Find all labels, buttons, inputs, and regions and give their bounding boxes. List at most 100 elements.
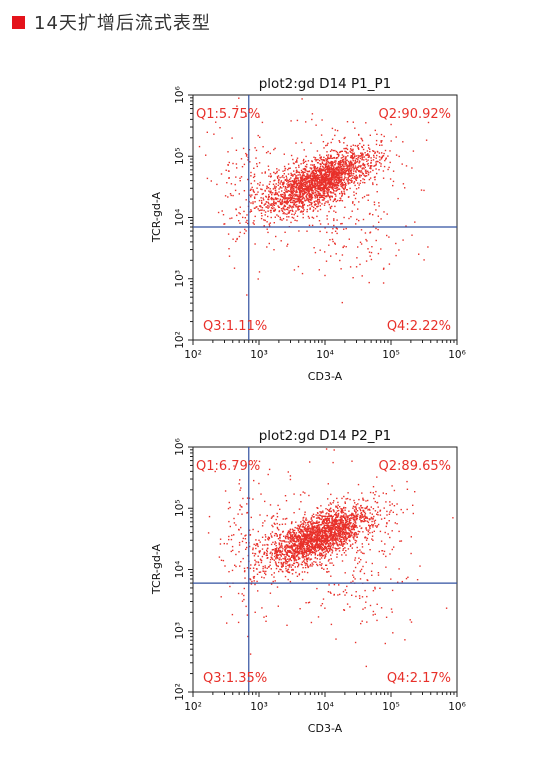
event-dot: [305, 161, 306, 162]
event-dot: [335, 179, 336, 180]
event-dot: [252, 201, 253, 202]
event-dot: [336, 190, 337, 191]
event-dot: [311, 532, 312, 533]
event-dot: [339, 544, 340, 545]
event-dot: [307, 527, 308, 528]
event-dot: [336, 512, 337, 513]
event-dot: [338, 548, 339, 549]
event-dot: [299, 206, 300, 207]
event-dot: [321, 540, 322, 541]
event-dot: [262, 544, 263, 545]
event-dot: [385, 567, 386, 568]
event-dot: [304, 178, 305, 179]
event-dot: [256, 163, 257, 164]
event-dot: [356, 257, 357, 258]
event-dot: [296, 159, 297, 160]
event-dot: [365, 122, 366, 123]
event-dot: [361, 172, 362, 173]
event-dot: [244, 535, 245, 536]
event-dot: [301, 538, 302, 539]
event-dot: [314, 550, 315, 551]
event-dot: [331, 523, 332, 524]
event-dot: [356, 509, 357, 510]
event-dot: [331, 161, 332, 162]
event-dot: [328, 504, 329, 505]
event-dot: [324, 203, 325, 204]
event-dot: [291, 522, 292, 523]
event-dot: [227, 196, 228, 197]
event-dot: [310, 164, 311, 165]
event-dot: [290, 529, 291, 530]
event-dot: [303, 160, 304, 161]
event-dot: [322, 189, 323, 190]
event-dot: [230, 526, 231, 527]
event-dot: [369, 519, 370, 520]
event-dot: [314, 526, 315, 527]
event-dot: [323, 197, 324, 198]
event-dot: [250, 172, 251, 173]
event-dot: [265, 574, 266, 575]
event-dot: [281, 210, 282, 211]
event-dot: [282, 182, 283, 183]
event-dot: [339, 524, 340, 525]
event-dot: [346, 228, 347, 229]
event-dot: [265, 220, 266, 221]
event-dot: [316, 525, 317, 526]
event-dot: [286, 181, 287, 182]
event-dot: [293, 170, 294, 171]
event-dot: [310, 200, 311, 201]
event-dot: [365, 167, 366, 168]
event-dot: [334, 184, 335, 185]
event-dot: [368, 522, 369, 523]
event-dot: [336, 535, 337, 536]
event-dot: [309, 225, 310, 226]
event-dot: [332, 128, 333, 129]
event-dot: [300, 524, 301, 525]
event-dot: [343, 527, 344, 528]
event-dot: [306, 183, 307, 184]
event-dot: [263, 210, 264, 211]
event-dot: [353, 122, 354, 123]
event-dot: [300, 199, 301, 200]
event-dot: [390, 510, 391, 511]
event-dot: [231, 217, 232, 218]
event-dot: [332, 552, 333, 553]
event-dot: [361, 229, 362, 230]
event-dot: [318, 522, 319, 523]
event-dot: [323, 141, 324, 142]
event-dot: [323, 168, 324, 169]
event-dot: [321, 169, 322, 170]
event-dot: [341, 169, 342, 170]
event-dot: [258, 565, 259, 566]
event-dot: [402, 239, 403, 240]
event-dot: [258, 483, 259, 484]
event-dot: [314, 189, 315, 190]
event-dot: [309, 193, 310, 194]
event-dot: [263, 566, 264, 567]
event-dot: [275, 202, 276, 203]
event-dot: [377, 604, 378, 605]
event-dot: [403, 183, 404, 184]
event-dot: [359, 519, 360, 520]
event-dot: [402, 141, 403, 142]
event-dot: [407, 577, 408, 578]
event-dot: [381, 142, 382, 143]
event-dot: [349, 525, 350, 526]
event-dot: [320, 197, 321, 198]
event-dot: [329, 158, 330, 159]
event-dot: [417, 579, 418, 580]
event-dot: [375, 209, 376, 210]
event-dot: [272, 542, 273, 543]
event-dot: [332, 188, 333, 189]
event-dot: [375, 130, 376, 131]
event-dot: [256, 581, 257, 582]
event-dot: [329, 518, 330, 519]
event-dot: [353, 170, 354, 171]
event-dot: [369, 149, 370, 150]
event-dot: [280, 199, 281, 200]
event-dot: [302, 177, 303, 178]
event-dot: [319, 169, 320, 170]
event-dot: [260, 188, 261, 189]
event-dot: [362, 140, 363, 141]
